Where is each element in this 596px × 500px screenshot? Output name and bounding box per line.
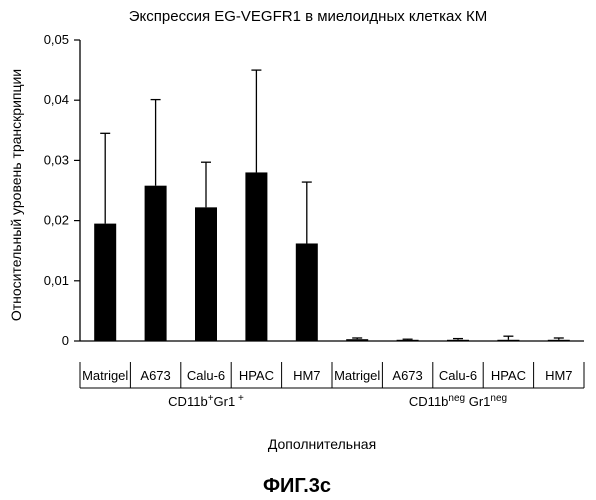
bar [296,243,318,341]
bar [397,340,419,342]
bar [245,172,267,341]
y-tick-label: 0,05 [44,32,69,47]
category-label: A673 [140,368,170,383]
group-label-part: Gr1 [214,394,236,409]
group-label-part: Gr1 [465,394,490,409]
bar [145,186,167,341]
bar [497,340,519,342]
bar [346,339,368,341]
bar [195,207,217,341]
y-tick-label: 0,03 [44,152,69,167]
category-label: HPAC [239,368,274,383]
figure-label: ФИГ.3с [263,475,331,497]
category-label: Matrigel [82,368,128,383]
group-label-part: neg [448,393,465,404]
y-tick-label: 0,01 [44,273,69,288]
group-label-part: CD11b [168,394,208,409]
group-label-part: neg [490,393,507,404]
category-label: HM7 [545,368,572,383]
y-axis-label: Относительный уровень транскрипции [8,69,24,321]
bar [94,224,116,341]
category-label: Calu-6 [187,368,225,383]
category-label: HM7 [293,368,320,383]
plot-area: 0 0,01 0,02 0,03 0,04 0,05 Matrigel A673 Calu-6 H… [44,32,584,409]
y-tick-label: 0 [62,333,69,348]
y-tick-label: 0,02 [44,213,69,228]
bar [447,340,469,342]
group-label: CD11bneg Gr1neg [409,393,507,409]
y-tick-label: 0,04 [44,92,69,107]
group-label-part: CD11b [409,394,449,409]
category-label: Matrigel [334,368,380,383]
category-label: HPAC [491,368,526,383]
bar [548,340,570,342]
category-label: A673 [392,368,422,383]
chart-title: Экспрессия EG-VEGFR1 в миелоидных клетка… [129,8,487,25]
group-label-part: + [235,393,244,404]
x-axis-label: Дополнительная [268,436,376,452]
category-label: Calu-6 [439,368,477,383]
group-label: CD11b+Gr1 + [168,393,244,409]
